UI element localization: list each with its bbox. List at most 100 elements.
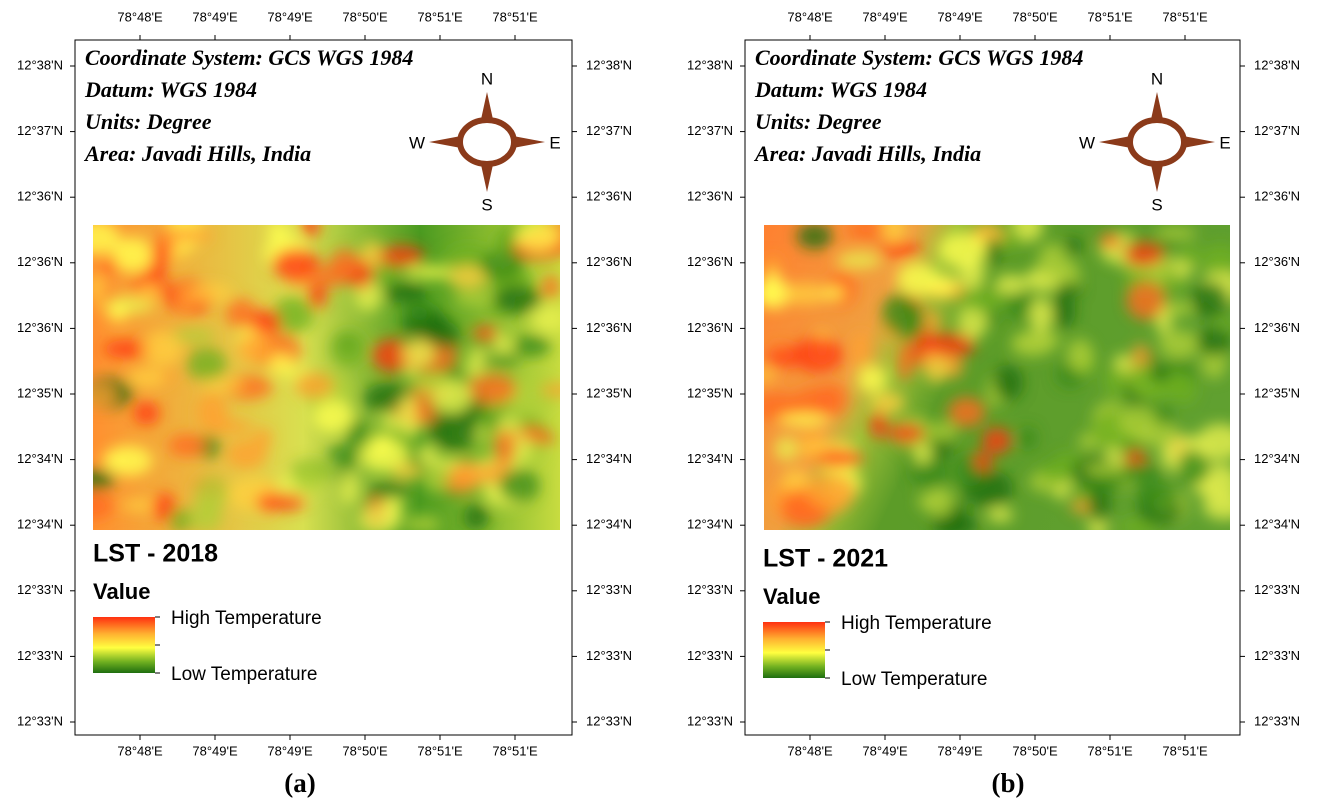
lon-label: 78°50'E <box>1012 743 1058 758</box>
lat-label: 12°34'N <box>586 517 632 532</box>
lat-label: 12°33'N <box>687 582 733 597</box>
lon-label: 78°50'E <box>342 9 388 24</box>
raster-patch <box>399 395 416 430</box>
raster-patch <box>1011 333 1054 357</box>
raster-patch <box>1092 476 1124 494</box>
raster-patch <box>541 384 575 396</box>
lat-label: 12°36'N <box>1254 320 1300 335</box>
raster-patch <box>882 213 906 244</box>
raster-patch <box>1155 227 1197 239</box>
raster-patch <box>329 249 359 278</box>
raster-patch <box>851 332 870 368</box>
map-info: Area: Javadi Hills, India <box>753 141 981 166</box>
figure: 78°48'E 78°48'E 78°49'E 78°49'E 78°49'E 78°49… <box>0 0 1322 803</box>
lon-label: 78°51'E <box>492 9 538 24</box>
lat-label: 12°36'N <box>687 189 733 204</box>
lon-label: 78°49'E <box>267 743 313 758</box>
raster-patch <box>814 450 863 467</box>
legend-high: High Temperature <box>841 613 992 634</box>
raster-patch <box>958 288 1007 311</box>
lat-label: 12°35'N <box>687 385 733 400</box>
raster-patch <box>404 265 454 279</box>
raster-patch <box>295 372 334 398</box>
raster-patch <box>173 328 216 343</box>
raster-patch <box>1197 424 1245 461</box>
raster-patch <box>383 282 426 303</box>
lon-label: 78°49'E <box>937 9 983 24</box>
raster-patch <box>1019 427 1037 450</box>
compass-w: W <box>1079 133 1095 152</box>
lat-label: 12°34'N <box>1254 451 1300 466</box>
raster-patch <box>763 270 782 307</box>
lat-label: 12°36'N <box>687 320 733 335</box>
raster-patch <box>887 424 924 443</box>
raster-patch <box>126 368 165 387</box>
lat-label: 12°36'N <box>17 189 63 204</box>
map-info: Coordinate System: GCS WGS 1984 <box>755 45 1083 70</box>
lat-label: 12°38'N <box>1254 57 1300 72</box>
raster-patch <box>794 387 835 416</box>
legend-title: Value <box>93 579 150 604</box>
raster-patch <box>939 232 986 267</box>
lon-label: 78°48'E <box>787 743 833 758</box>
raster-patch <box>330 330 366 367</box>
compass-n: N <box>1151 69 1163 88</box>
compass-s: S <box>1151 195 1162 214</box>
map-title: LST - 2021 <box>763 545 888 573</box>
raster-patch <box>177 285 195 313</box>
raster-patch <box>108 303 128 322</box>
raster-patch <box>294 464 325 494</box>
lat-label: 12°36'N <box>586 254 632 269</box>
raster-patch <box>764 256 780 272</box>
lon-label: 78°50'E <box>1012 9 1058 24</box>
raster-patch <box>369 483 408 499</box>
lat-label: 12°33'N <box>17 713 63 728</box>
raster-patch <box>927 488 954 518</box>
raster-patch <box>897 341 913 380</box>
map-title: LST - 2018 <box>93 540 218 568</box>
raster-patch <box>237 333 273 365</box>
lon-label: 78°49'E <box>192 743 238 758</box>
raster-patch <box>836 252 881 269</box>
lat-label: 12°37'N <box>1254 123 1300 138</box>
raster-patch <box>897 262 937 295</box>
lat-label: 12°38'N <box>586 57 632 72</box>
compass-w: W <box>409 133 425 152</box>
raster-patch <box>974 451 993 472</box>
lon-label: 78°48'E <box>787 9 833 24</box>
raster-patch <box>473 326 498 339</box>
lat-label: 12°34'N <box>687 517 733 532</box>
raster-patch <box>792 337 843 373</box>
map-panel: 78°48'E78°48'E78°49'E78°49'E78°49'E78°49… <box>687 9 1300 798</box>
raster-patch <box>424 313 441 344</box>
raster-patch <box>1067 339 1094 372</box>
lat-label: 12°33'N <box>687 648 733 663</box>
legend-low: Low Temperature <box>841 669 987 690</box>
raster-patch <box>250 309 280 333</box>
lat-label: 12°34'N <box>1254 517 1300 532</box>
lst-raster <box>751 210 1246 539</box>
lat-label: 12°33'N <box>1254 713 1300 728</box>
raster-patch <box>480 353 519 368</box>
raster-patch <box>1201 245 1240 274</box>
raster-patch <box>197 393 228 432</box>
lon-label: 78°49'E <box>862 743 908 758</box>
raster-patch <box>272 249 321 281</box>
raster-patch <box>255 493 307 511</box>
lon-label: 78°51'E <box>1087 743 1133 758</box>
raster-patch <box>449 460 486 490</box>
raster-patch <box>83 384 117 407</box>
raster-patch <box>402 340 434 367</box>
legend-title: Value <box>763 584 820 609</box>
lat-label: 12°33'N <box>586 582 632 597</box>
lon-label: 78°49'E <box>937 743 983 758</box>
raster-patch <box>1037 464 1061 478</box>
raster-patch <box>987 507 1013 522</box>
map-panel: 78°48'E78°48'E78°49'E78°49'E78°49'E78°49… <box>17 9 632 798</box>
map-info: Coordinate System: GCS WGS 1984 <box>85 45 413 70</box>
lat-label: 12°33'N <box>17 582 63 597</box>
lon-label: 78°51'E <box>1162 743 1208 758</box>
raster-patch <box>186 347 226 381</box>
raster-patch <box>200 379 244 391</box>
raster-patch <box>931 422 956 442</box>
